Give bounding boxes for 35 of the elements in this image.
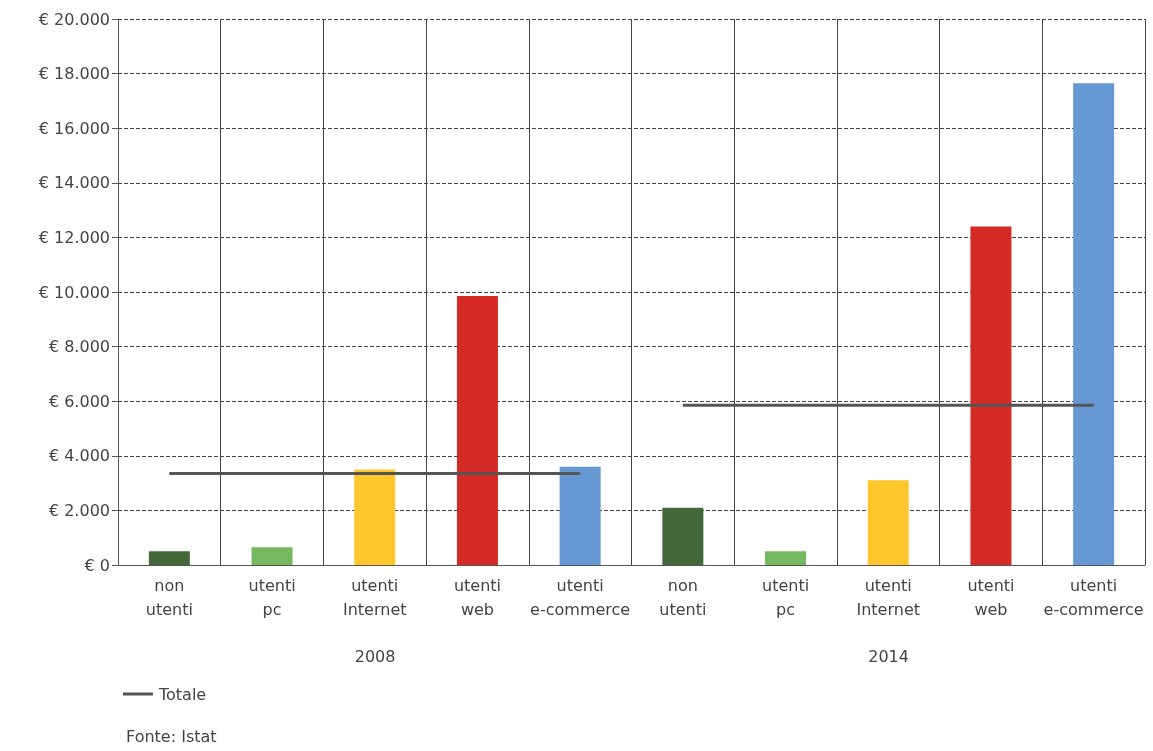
bar [354,469,396,565]
text: 2008 [354,646,396,666]
y-tick-label: € 10.000 [38,282,110,302]
legend-label: Totale [158,684,207,704]
bar [662,507,704,565]
bar [867,480,909,565]
x-tick-label: utenti Internet [856,575,921,619]
source-note: Fonte: Istat [126,726,217,746]
bar [970,226,1012,565]
bar [456,296,498,565]
x-tick-label: non utenti [659,575,707,619]
y-tick-label: € 0 [84,555,110,575]
x-tick-label: utenti pc [248,575,296,619]
x-tick-label: utenti pc [761,575,810,619]
bar [765,551,807,565]
y-tick-label: € 14.000 [38,173,110,193]
x-tick-label: utenti Internet [342,575,407,619]
y-tick-label: € 20.000 [38,9,110,29]
x-tick-label: utenti web [967,575,1015,619]
text: 2014 [868,646,909,666]
y-tick-label: € 2.000 [48,500,110,520]
bar [148,551,190,565]
y-tick-label: € 18.000 [38,64,110,84]
bar [1073,83,1115,565]
x-tick-label: non utenti [145,575,193,619]
y-tick-label: € 8.000 [48,337,110,357]
y-tick-label: € 12.000 [38,227,110,247]
y-tick-label: € 16.000 [38,118,110,138]
x-tick-label: utenti e-commerce [530,575,631,619]
y-tick-label: € 6.000 [48,391,110,411]
x-tick-label: utenti e-commerce [1043,575,1144,619]
x-tick-label: utenti web [453,575,502,619]
bar [251,547,293,565]
bar [559,466,601,565]
y-tick-label: € 4.000 [48,446,110,466]
